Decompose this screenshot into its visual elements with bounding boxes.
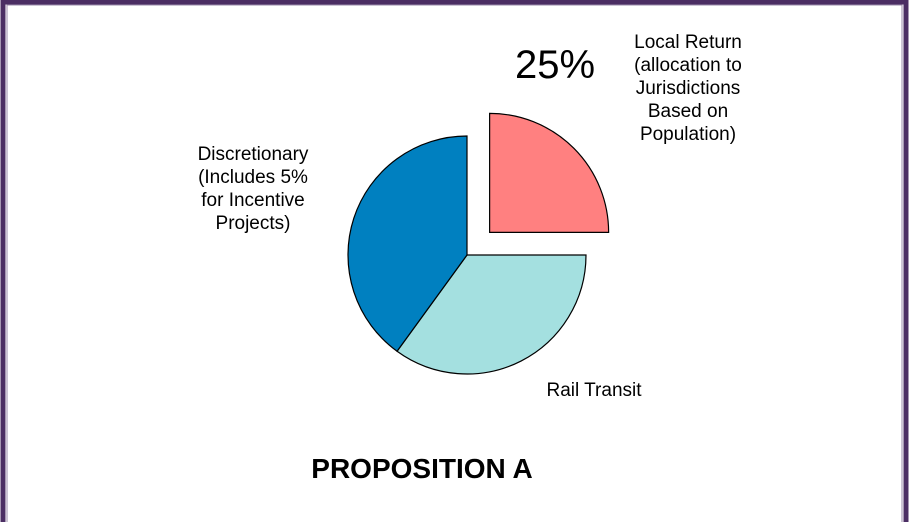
pie-slice (489, 112, 610, 233)
frame-inner (6, 4, 903, 522)
slice-label: Discretionary (Includes 5% for Incentive Pr… (198, 144, 309, 234)
pie-slice (396, 254, 587, 375)
slice-label: Local Return (allocation to Jurisdictions B… (634, 32, 742, 145)
pie-slice (347, 135, 468, 353)
slice-label: Rail Transit (546, 380, 642, 401)
chart-title: PROPOSITION A (311, 453, 532, 484)
value-label: 25% (515, 43, 595, 87)
